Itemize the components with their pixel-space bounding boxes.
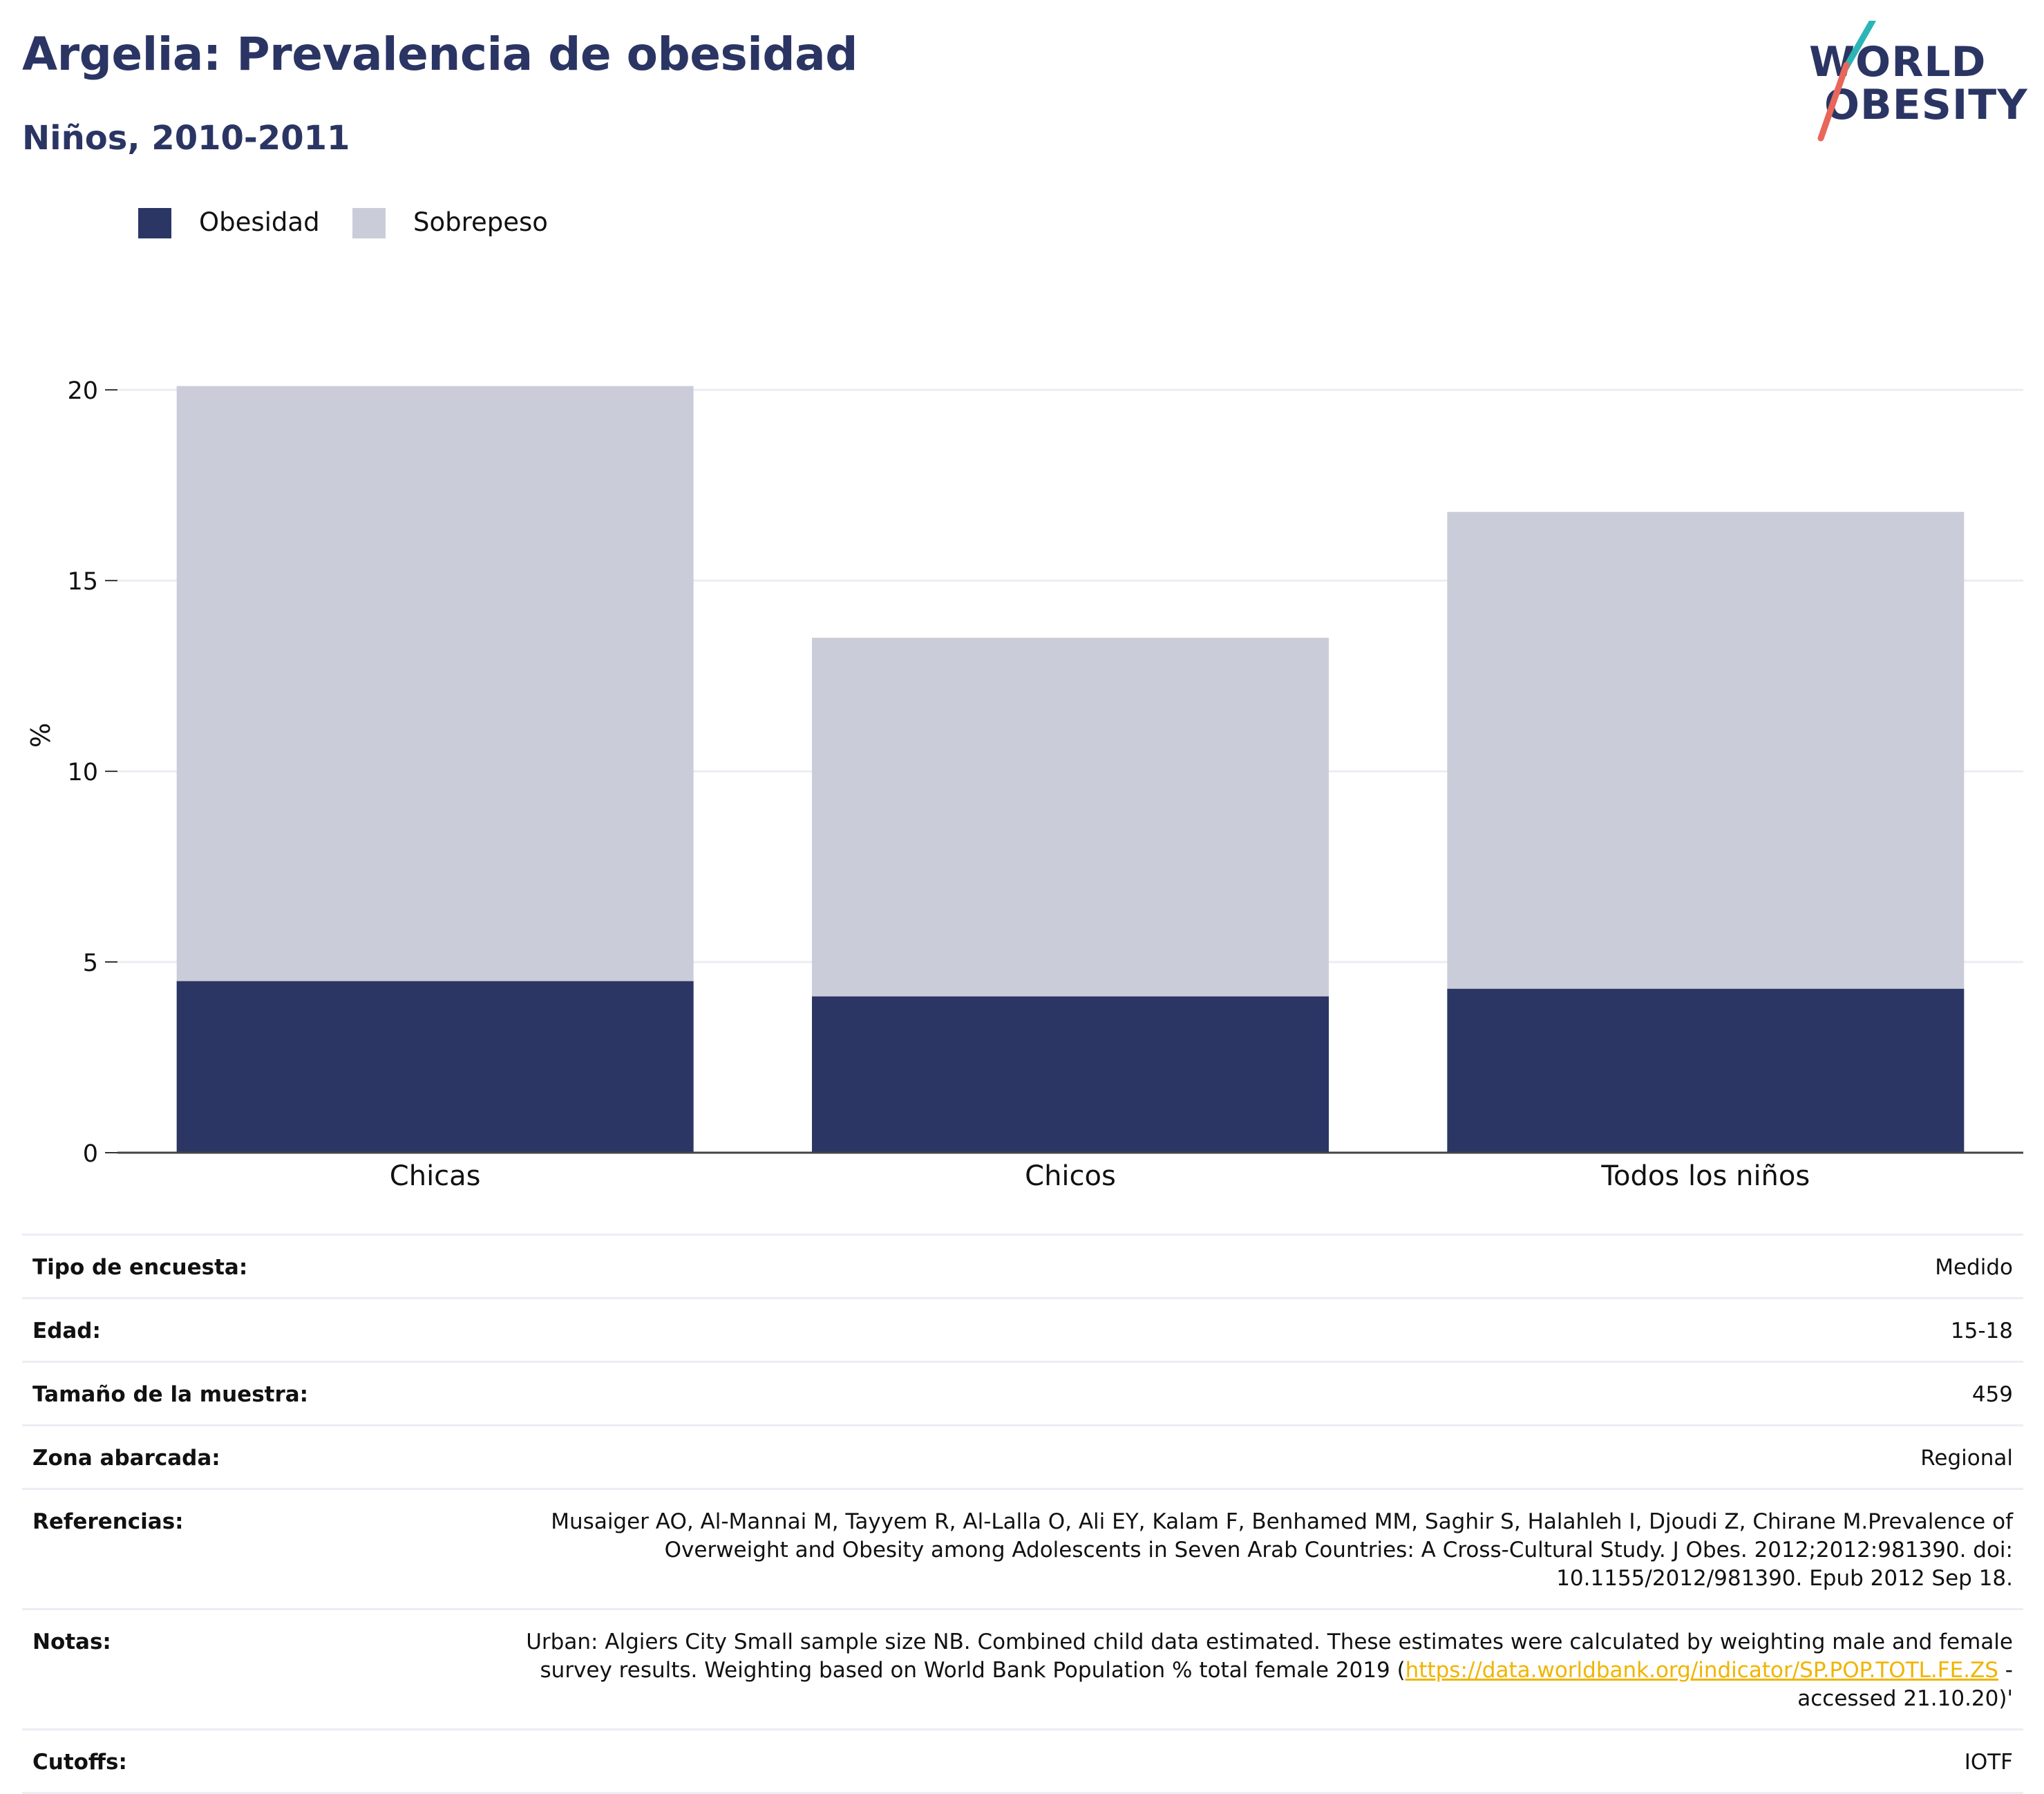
x-tick-label: Todos los niños bbox=[1600, 1160, 1810, 1192]
page-subtitle: Niños, 2010-2011 bbox=[22, 119, 350, 158]
info-row-notas: Notas: Urban: Algiers City Small sample … bbox=[22, 1608, 2023, 1728]
info-label: Referencias: bbox=[32, 1509, 184, 1534]
y-tick-label: 0 bbox=[83, 1140, 98, 1168]
info-value: 459 bbox=[1971, 1382, 2013, 1407]
bar-sobrepeso-3 bbox=[1447, 511, 1965, 989]
info-row-zona-abarcada: Zona abarcada: Regional bbox=[22, 1424, 2023, 1488]
info-label: Tamaño de la muestra: bbox=[32, 1382, 309, 1407]
world-obesity-logo: WORLD OBESITY bbox=[1797, 21, 2032, 145]
bar-obesidad-2 bbox=[812, 996, 1329, 1153]
info-row-tipo-encuesta: Tipo de encuesta: Medido bbox=[22, 1234, 2023, 1297]
notes-text: Urban: Algiers City Small sample size NB… bbox=[526, 1630, 2013, 1683]
bar-obesidad-1 bbox=[176, 981, 694, 1153]
info-row-tamano-muestra: Tamaño de la muestra: 459 bbox=[22, 1361, 2023, 1424]
info-row-cutoffs: Cutoffs: IOTF bbox=[22, 1728, 2023, 1794]
info-label: Zona abarcada: bbox=[32, 1446, 220, 1471]
page-title: Argelia: Prevalencia de obesidad bbox=[22, 28, 858, 81]
bar-sobrepeso-2 bbox=[812, 637, 1329, 997]
info-label: Notas: bbox=[32, 1630, 111, 1654]
info-label: Edad: bbox=[32, 1319, 101, 1343]
x-tick-label: Chicos bbox=[1025, 1160, 1116, 1192]
logo-slash-icon bbox=[1817, 21, 1876, 142]
info-row-referencias: Referencias: Musaiger AO, Al-Mannai M, T… bbox=[22, 1488, 2023, 1608]
legend-label-sobrepeso: Sobrepeso bbox=[413, 207, 548, 237]
worldbank-link[interactable]: https://data.worldbank.org/indicator/SP.… bbox=[1405, 1658, 1998, 1683]
info-value: Regional bbox=[1920, 1446, 2013, 1471]
info-row-edad: Edad: 15-18 bbox=[22, 1297, 2023, 1361]
x-tick-label: Chicas bbox=[390, 1160, 481, 1192]
bar-sobrepeso-1 bbox=[176, 386, 694, 981]
logo-line-1: WORLD bbox=[1809, 38, 1987, 86]
y-axis-label: % bbox=[26, 723, 56, 748]
info-value: IOTF bbox=[1964, 1750, 2013, 1775]
y-tick-label: 15 bbox=[67, 568, 98, 596]
info-value: Urban: Algiers City Small sample size NB… bbox=[506, 1610, 2023, 1728]
info-label: Tipo de encuesta: bbox=[32, 1255, 248, 1280]
logo-line-2: OBESITY bbox=[1824, 81, 2028, 129]
survey-info-table: Tipo de encuesta: Medido Edad: 15-18 Tam… bbox=[22, 1234, 2023, 1794]
info-value: Musaiger AO, Al-Mannai M, Tayyem R, Al-L… bbox=[551, 1509, 2013, 1591]
bar-obesidad-3 bbox=[1447, 988, 1965, 1153]
notes-text-after: - accessed 21.10.20)' bbox=[1797, 1658, 2013, 1711]
info-value: 15-18 bbox=[1950, 1319, 2013, 1343]
y-tick-label: 5 bbox=[83, 950, 98, 977]
legend-swatch-sobrepeso bbox=[352, 208, 386, 238]
info-value: Medido bbox=[1935, 1255, 2013, 1280]
y-tick-label: 10 bbox=[67, 759, 98, 786]
legend-label-obesidad: Obesidad bbox=[199, 207, 320, 237]
info-label: Cutoffs: bbox=[32, 1750, 127, 1775]
stacked-bar-chart: 0 5 10 15 20% Chicas Chicos Todos los niños bbox=[26, 377, 2023, 1192]
legend-swatch-obesidad bbox=[138, 208, 171, 238]
y-tick-label: 20 bbox=[67, 377, 98, 405]
